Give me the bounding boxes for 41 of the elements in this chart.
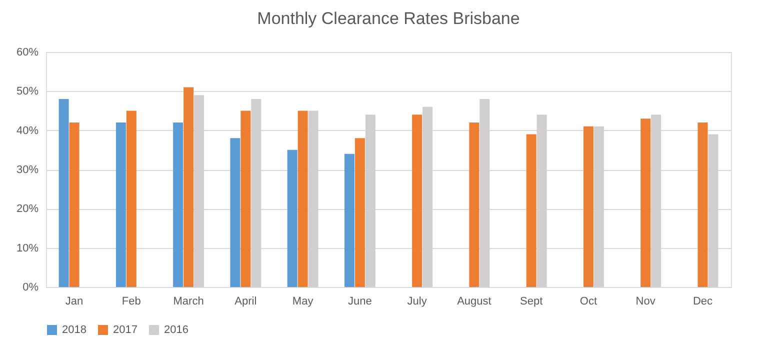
x-tick-label: July [407, 296, 428, 308]
legend-label: 2016 [164, 324, 188, 336]
y-tick-label: 0% [22, 282, 39, 294]
bar [184, 87, 194, 287]
chart-title: Monthly Clearance Rates Brisbane [257, 9, 520, 28]
y-tick-label: 40% [16, 124, 39, 137]
bar [287, 150, 298, 287]
x-tick-label: Feb [122, 296, 141, 308]
x-tick-label: Dec [692, 296, 713, 308]
bar [583, 126, 594, 287]
y-tick-label: 30% [16, 164, 39, 176]
x-tick-label: June [348, 296, 372, 308]
y-tick-label: 50% [16, 86, 39, 98]
bar [116, 122, 126, 287]
x-tick-label: Oct [580, 296, 598, 308]
bar [526, 134, 536, 287]
bar [173, 122, 184, 287]
x-tick-label: April [234, 296, 257, 308]
x-tick-label: Nov [636, 296, 656, 308]
bar [469, 122, 480, 287]
legend-label: 2018 [62, 324, 86, 336]
y-tick-label: 10% [16, 242, 39, 254]
bar [698, 122, 708, 287]
bar [412, 114, 422, 287]
bar [69, 122, 80, 287]
y-tick-label: 60% [16, 46, 39, 58]
bar [240, 110, 251, 287]
x-tick-label: March [173, 296, 204, 308]
bar [354, 138, 365, 287]
x-tick-label: Jan [65, 296, 84, 308]
bar [230, 138, 240, 287]
bar [58, 99, 69, 287]
bar [344, 154, 354, 287]
legend-label: 2017 [113, 324, 138, 336]
bar [640, 118, 651, 287]
x-tick-label: May [292, 296, 314, 308]
bar [298, 110, 308, 287]
bar [126, 110, 136, 287]
y-tick-label: 20% [16, 203, 39, 216]
x-tick-label: August [457, 296, 492, 308]
x-tick-label: Sept [520, 296, 543, 308]
